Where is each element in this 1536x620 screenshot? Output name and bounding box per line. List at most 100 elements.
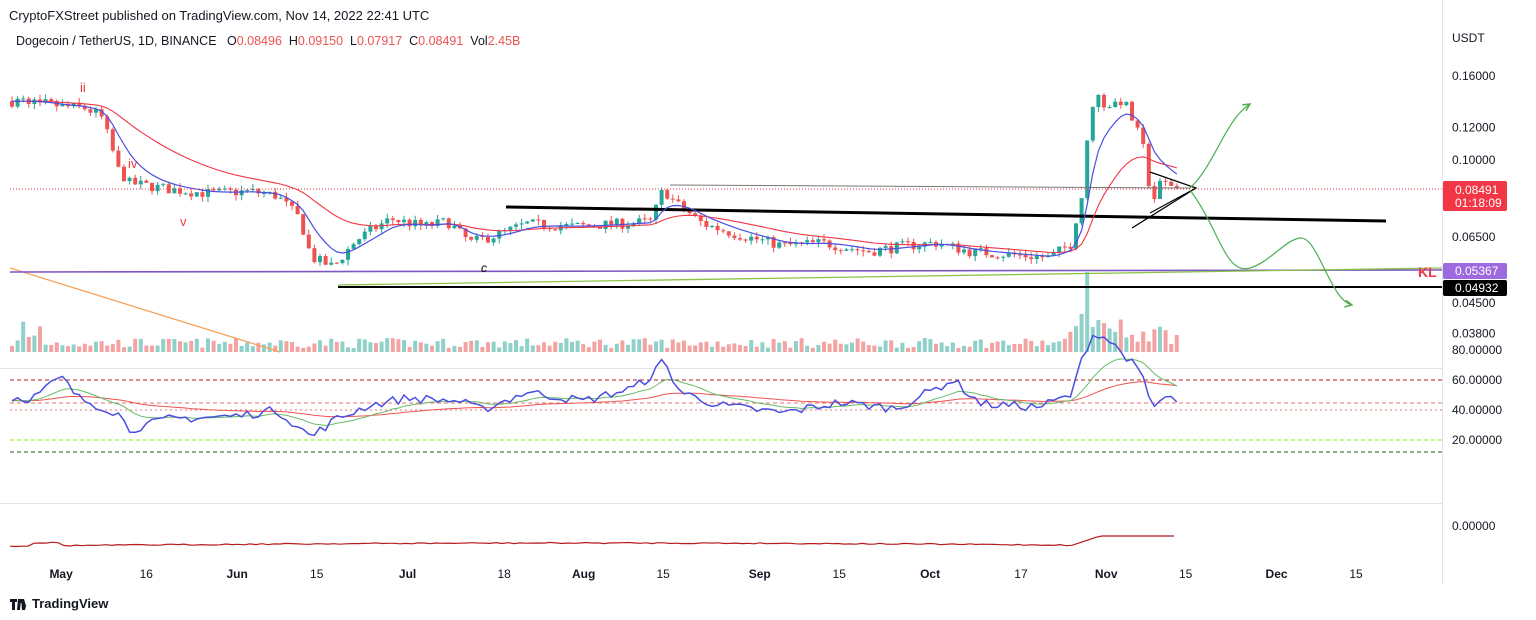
volume-bar [407, 346, 412, 352]
volume-bar [334, 341, 339, 352]
candle-body [508, 226, 513, 231]
volume-bar [1068, 331, 1073, 352]
candle-body [654, 204, 658, 220]
candle-body [760, 239, 765, 241]
candle-body [497, 230, 502, 239]
volume-bar [553, 341, 558, 352]
candle-body [698, 215, 703, 222]
candle-body [256, 189, 261, 194]
candle-body [480, 235, 485, 237]
candle-body [402, 219, 406, 223]
bottom-indicator-line[interactable] [9, 535, 1174, 548]
volume-bar [788, 347, 793, 352]
volume-bar [805, 345, 810, 352]
candle-body [553, 229, 558, 231]
volume-bar [547, 345, 552, 352]
volume-bar [1006, 345, 1011, 352]
wave-label-c: c [481, 261, 487, 275]
tradingview-brand[interactable]: TradingView [10, 596, 108, 611]
candle-body [340, 259, 345, 264]
kl-label: KL [1418, 264, 1437, 280]
time-tick-label: 15 [1349, 567, 1363, 581]
volume-bar [1107, 328, 1112, 352]
volume-bar [133, 338, 138, 352]
bullish-projection[interactable] [1189, 104, 1250, 189]
candle-body [609, 220, 614, 226]
volume-bar [43, 344, 48, 352]
candle-body [166, 184, 171, 194]
candle-body [586, 224, 591, 226]
time-axis[interactable]: May 16 Jun 15 Jul 18 Aug 15 Sep 15 Oct 17 Nov 15 Dec 15 [49, 567, 1363, 581]
candle-body [710, 225, 714, 227]
volume-bar [323, 345, 328, 352]
rsi-ma-green [11, 358, 1178, 427]
green-rising-line[interactable] [337, 267, 1443, 286]
volume-bar [222, 341, 227, 352]
volume-bar [32, 335, 37, 352]
pane-separator[interactable] [0, 503, 1442, 504]
volume-bar [894, 347, 899, 352]
candle-body [211, 189, 216, 191]
bearish-projection[interactable] [1189, 189, 1352, 305]
candle-body [536, 219, 541, 221]
price-axis[interactable]: 0.16000 0.12000 0.10000 0.06500 0.04500 0.038… [1452, 69, 1502, 533]
volume-bar [900, 342, 905, 352]
volume-bar [211, 340, 216, 352]
ema-slow-line[interactable] [12, 100, 1177, 254]
candle-body [278, 197, 283, 199]
volume-bar [872, 345, 877, 352]
candle-body [525, 221, 530, 224]
volume-bar [1158, 326, 1162, 352]
volume-bar [794, 341, 798, 352]
grey-horizontal-line[interactable] [669, 184, 1191, 189]
time-tick-label: Oct [920, 567, 940, 581]
volume-bar [144, 345, 149, 352]
candle-body [424, 222, 429, 226]
candle-body [49, 99, 54, 101]
pane-separator[interactable] [0, 368, 1442, 369]
volume-bar [1012, 343, 1017, 352]
volume-bar [978, 339, 983, 352]
volume-bar [1163, 330, 1168, 352]
volume-bar [178, 341, 182, 352]
volume-bar [1040, 340, 1045, 352]
kl-line[interactable] [9, 269, 1443, 273]
volume-bar [1090, 327, 1095, 352]
candle-body [379, 223, 384, 230]
rsi-line[interactable] [11, 334, 1178, 437]
candle-body [721, 230, 726, 232]
volume-bar [390, 338, 395, 352]
candle-body [15, 98, 20, 107]
volume-bar [267, 342, 272, 352]
candle-body [172, 188, 177, 194]
volume-bar [138, 338, 143, 352]
volume-bar [446, 347, 451, 352]
candle-body [659, 189, 664, 205]
candle-body [1163, 180, 1168, 182]
symbol-legend: Dogecoin / TetherUS, 1D, BINANCE O0.0849… [16, 34, 520, 48]
time-tick-label: 15 [656, 567, 670, 581]
candle-body [810, 240, 815, 243]
volume-bar [1135, 341, 1140, 352]
candle-body [939, 244, 944, 247]
candle-body [116, 150, 121, 167]
volume-bar [402, 340, 406, 352]
candle-body [1051, 251, 1056, 256]
candle-body [715, 225, 720, 231]
symbol-name[interactable]: Dogecoin / TetherUS, 1D, BINANCE [16, 34, 217, 48]
candle-body [71, 102, 76, 107]
candle-body [1152, 186, 1157, 200]
candle-body [183, 193, 188, 195]
time-tick-label: Nov [1095, 567, 1118, 581]
triangle-lower-leg[interactable] [1131, 187, 1197, 229]
resistance-line-black[interactable] [505, 205, 1387, 223]
ema-fast-line[interactable] [12, 100, 1178, 257]
orange-trendline[interactable] [9, 267, 281, 353]
candle-body [693, 213, 698, 216]
candle-body [754, 236, 759, 240]
candle-body [351, 244, 356, 249]
low-label: L [350, 34, 357, 48]
volume-bar [166, 338, 171, 352]
tradingview-logo-icon [10, 598, 28, 610]
